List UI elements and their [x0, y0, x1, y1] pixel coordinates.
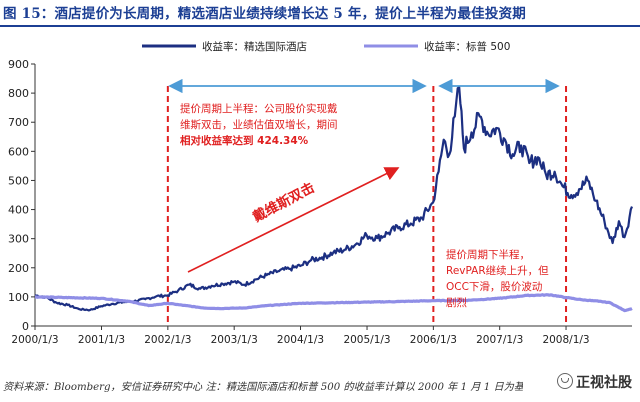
- davis-arrow: [187, 167, 400, 273]
- figure-title: 图 15：酒店提价为长周期，精选酒店业绩持续增长达 5 年，提价上半程为最佳投资…: [3, 6, 526, 22]
- lower-annotation-line-1: 提价周期下半程，: [446, 248, 530, 261]
- upper-annotation-line-3: 相对收益率达到 424.34%: [180, 134, 309, 147]
- y-tick-label: 500: [8, 174, 29, 187]
- lower-annotation: 提价周期下半程， RevPAR继续上升，但 OCC下滑，股价波动 剧烈: [446, 248, 549, 309]
- title-rule: [0, 25, 640, 27]
- lower-annotation-line-4: 剧烈: [446, 297, 467, 309]
- legend-label-sp500: 收益率：标普 500: [424, 40, 510, 53]
- x-ticks: 2000/1/3 2001/1/3 2002/1/3 2003/1/3 2004/1/3…: [11, 326, 590, 346]
- brand-watermark: 正视社股: [557, 372, 632, 392]
- y-tick-label: 300: [8, 233, 29, 246]
- y-tick-label: 100: [8, 291, 29, 304]
- x-tick-label: 2007/1/3: [476, 334, 523, 346]
- x-tick-label: 2008/1/3: [542, 334, 589, 346]
- series-line-sp500: [34, 293, 633, 313]
- series-lines: [34, 86, 634, 313]
- x-tick-label: 2006/1/3: [410, 334, 457, 346]
- x-tick-label: 2000/1/3: [11, 334, 58, 346]
- y-ticks: 0 100 200 300 400 500 600 700 800 900: [8, 58, 35, 333]
- brand-icon: [557, 373, 573, 389]
- x-tick-label: 2002/1/3: [144, 334, 191, 346]
- upper-annotation-line-2: 维斯双击，业绩估值双增长，期间: [180, 118, 338, 131]
- upper-annotation: 提价周期上半程：公司股价实现戴 维斯双击，业绩估值双增长，期间 相对收益率达到 …: [180, 102, 338, 147]
- legend-label-choice: 收益率：精选国际酒店: [202, 40, 307, 53]
- y-tick-label: 600: [8, 145, 29, 158]
- y-tick-label: 0: [22, 320, 29, 333]
- figure-source: 资料来源：Bloomberg，安信证券研究中心 注：精选国际酒店和标普 500 …: [3, 382, 523, 393]
- x-tick-label: 2004/1/3: [277, 334, 324, 346]
- y-tick-label: 700: [8, 116, 29, 129]
- lower-annotation-line-2: RevPAR继续上升，但: [446, 264, 549, 277]
- upper-annotation-line-1: 提价周期上半程：公司股价实现戴: [180, 102, 338, 115]
- y-tick-label: 200: [8, 262, 29, 275]
- legend: 收益率：精选国际酒店 收益率：标普 500: [142, 40, 510, 53]
- y-tick-label: 800: [8, 87, 29, 100]
- y-tick-label: 900: [8, 58, 29, 71]
- x-tick-label: 2003/1/3: [211, 334, 258, 346]
- lower-annotation-line-3: OCC下滑，股价波动: [446, 280, 542, 293]
- brand-label: 正视社股: [576, 375, 632, 391]
- davis-label: 戴维斯双击: [250, 179, 318, 226]
- x-tick-label: 2005/1/3: [343, 334, 390, 346]
- y-tick-label: 400: [8, 204, 29, 217]
- x-tick-label: 2001/1/3: [78, 334, 125, 346]
- period-markers: [166, 86, 568, 326]
